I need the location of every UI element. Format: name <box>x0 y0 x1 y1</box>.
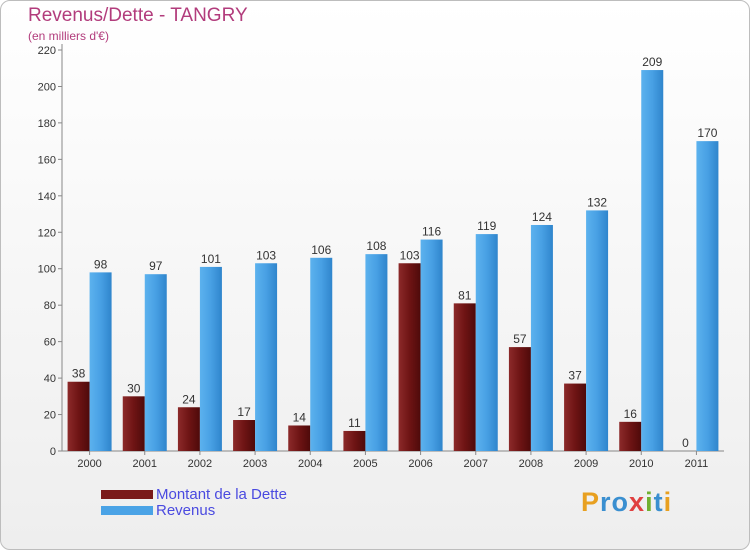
logo-letter: i <box>645 487 654 517</box>
revenue-bar <box>420 239 443 451</box>
revenue-bar <box>365 254 388 451</box>
x-tick-label: 2003 <box>243 458 267 470</box>
legend-swatch-revenue <box>101 506 153 515</box>
revenue-bar <box>89 272 112 451</box>
x-tick-label: 2001 <box>133 458 157 470</box>
legend-swatch-debt <box>101 490 153 499</box>
y-tick-label: 40 <box>44 373 56 385</box>
debt-bar <box>619 421 642 451</box>
revenue-bar <box>255 263 278 451</box>
chart-subtitle: (en milliers d'€) <box>28 29 109 43</box>
debt-bar <box>343 430 366 451</box>
x-tick-label: 2008 <box>519 458 543 470</box>
revenue-value-label: 170 <box>697 126 717 140</box>
debt-bar <box>564 383 587 451</box>
y-tick-label: 20 <box>44 410 56 422</box>
y-tick-label: 180 <box>38 118 56 130</box>
debt-bar <box>288 425 311 451</box>
logo-letter: t <box>653 487 664 517</box>
x-tick-label: 2011 <box>685 458 709 470</box>
debt-value-label: 81 <box>458 288 472 302</box>
x-tick-label: 2000 <box>77 458 101 470</box>
revenue-value-label: 124 <box>532 210 552 224</box>
debt-value-label: 11 <box>348 416 361 430</box>
revenue-bar <box>475 234 498 451</box>
x-tick-label: 2002 <box>188 458 212 470</box>
y-tick-label: 100 <box>38 264 56 276</box>
chart-title: Revenus/Dette - TANGRY <box>28 5 248 26</box>
revenue-bar <box>696 141 719 452</box>
legend-label-revenue: Revenus <box>156 502 216 519</box>
legend-label-debt: Montant de la Dette <box>156 486 287 503</box>
debt-value-label: 24 <box>182 392 196 406</box>
debt-bar <box>67 381 90 451</box>
logo-letter: i <box>663 487 673 517</box>
y-tick-label: 200 <box>38 81 56 93</box>
logo-letter: P <box>581 487 601 517</box>
debt-bar <box>233 420 256 451</box>
debt-value-label: 17 <box>237 405 251 419</box>
debt-value-label: 37 <box>568 369 582 383</box>
x-tick-label: 2004 <box>298 458 322 470</box>
logo-letter: r <box>600 487 612 517</box>
debt-value-label: 38 <box>72 367 86 381</box>
revenue-value-label: 106 <box>311 243 331 257</box>
debt-bar <box>508 347 531 451</box>
debt-value-label: 103 <box>400 248 420 262</box>
x-tick-label: 2007 <box>464 458 488 470</box>
y-tick-label: 220 <box>38 45 56 57</box>
y-tick-label: 80 <box>44 300 56 312</box>
debt-bar <box>453 303 476 451</box>
debt-bar <box>398 263 421 451</box>
x-tick-label: 2006 <box>408 458 432 470</box>
revenue-bar <box>641 70 664 452</box>
revenue-value-label: 98 <box>94 257 108 271</box>
logo-letter: o <box>611 487 630 517</box>
debt-bar <box>177 407 200 451</box>
revenue-value-label: 209 <box>642 55 662 69</box>
revenue-value-label: 103 <box>256 248 276 262</box>
y-tick-label: 140 <box>38 191 56 203</box>
revenue-value-label: 119 <box>477 219 496 233</box>
proxiti-logo: Proxiti <box>581 487 672 518</box>
y-tick-label: 0 <box>50 446 56 458</box>
debt-value-label: 57 <box>513 332 527 346</box>
x-tick-label: 2005 <box>353 458 377 470</box>
debt-value-label: 14 <box>293 410 307 424</box>
y-tick-label: 160 <box>38 154 56 166</box>
y-tick-label: 60 <box>44 337 56 349</box>
revenue-bar <box>199 266 222 451</box>
revenue-value-label: 101 <box>201 252 221 266</box>
revenue-value-label: 116 <box>422 225 441 239</box>
revenue-value-label: 108 <box>366 239 386 253</box>
logo-letter: x <box>629 487 646 517</box>
x-tick-label: 2009 <box>574 458 598 470</box>
revenue-value-label: 132 <box>587 195 607 209</box>
revenue-bar <box>530 224 553 451</box>
y-tick-label: 120 <box>38 227 56 239</box>
revenue-value-label: 97 <box>149 259 163 273</box>
debt-value-label: 16 <box>624 407 638 421</box>
debt-value-label: 0 <box>682 436 689 450</box>
revenue-bar <box>310 257 333 451</box>
debt-value-label: 30 <box>127 381 141 395</box>
x-tick-label: 2010 <box>629 458 653 470</box>
debt-bar <box>122 396 145 451</box>
revenue-bar <box>144 274 167 451</box>
revenue-bar <box>586 210 609 451</box>
